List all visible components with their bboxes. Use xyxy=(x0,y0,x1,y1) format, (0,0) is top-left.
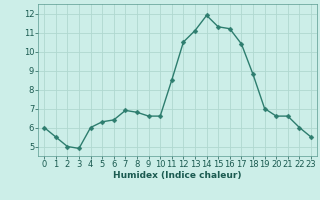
X-axis label: Humidex (Indice chaleur): Humidex (Indice chaleur) xyxy=(113,171,242,180)
